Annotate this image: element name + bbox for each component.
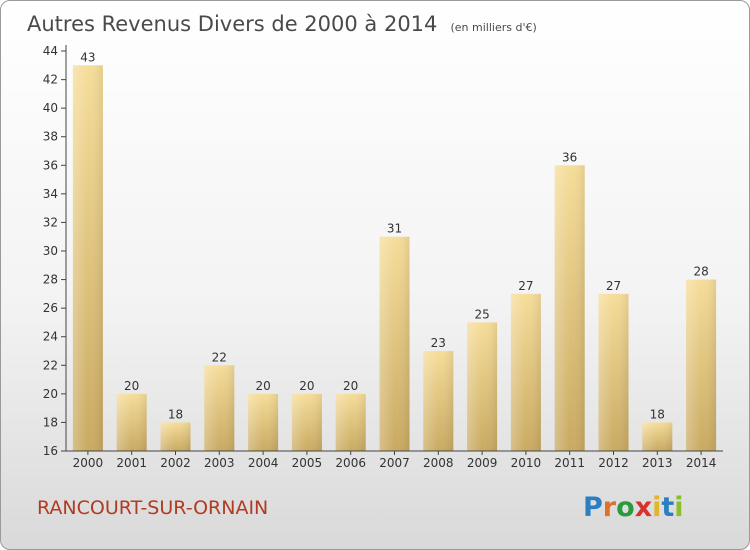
x-tick-label: 2013 bbox=[642, 456, 673, 470]
bar-highlight bbox=[642, 422, 673, 451]
bar-value-label: 22 bbox=[212, 350, 227, 364]
y-tick-label: 32 bbox=[43, 215, 58, 229]
bar-highlight bbox=[335, 393, 366, 451]
y-tick-label: 42 bbox=[43, 73, 58, 87]
x-tick-label: 2008 bbox=[423, 456, 454, 470]
bar-value-label: 25 bbox=[474, 307, 489, 321]
logo-letter: x bbox=[635, 492, 652, 523]
x-tick-label: 2010 bbox=[511, 456, 542, 470]
chart-title-main: Autres Revenus Divers de 2000 à 2014 bbox=[27, 12, 437, 36]
bar-value-label: 31 bbox=[387, 222, 402, 236]
x-tick-label: 2009 bbox=[467, 456, 498, 470]
bar-highlight bbox=[554, 165, 585, 452]
y-tick-label: 30 bbox=[43, 244, 58, 258]
bar-value-label: 27 bbox=[606, 279, 621, 293]
bar-value-label: 20 bbox=[124, 379, 139, 393]
y-tick-label: 18 bbox=[43, 415, 58, 429]
x-tick-label: 2002 bbox=[160, 456, 191, 470]
bar-value-label: 18 bbox=[650, 407, 665, 421]
y-tick-label: 20 bbox=[43, 387, 58, 401]
place-name: RANCOURT-SUR-ORNAIN bbox=[37, 497, 268, 519]
y-tick-label: 24 bbox=[43, 330, 58, 344]
bar-value-label: 23 bbox=[431, 336, 446, 350]
bar-highlight bbox=[510, 293, 541, 451]
y-axis: 16 18 20 22 24 26 28 30 32 34 36 38 40 42 44 bbox=[43, 44, 67, 458]
logo-letter: i bbox=[652, 492, 661, 523]
logo-letter: P bbox=[583, 492, 603, 523]
bar-highlight bbox=[423, 351, 454, 451]
chart-title: Autres Revenus Divers de 2000 à 2014 (en… bbox=[27, 12, 537, 36]
x-tick-label: 2000 bbox=[73, 456, 104, 470]
bar-highlight bbox=[598, 293, 629, 451]
x-tick-label: 2006 bbox=[335, 456, 366, 470]
y-tick-label: 16 bbox=[43, 444, 58, 458]
bar-value-label: 20 bbox=[255, 379, 270, 393]
logo-letter: r bbox=[603, 492, 617, 523]
bar-highlight bbox=[291, 393, 322, 451]
bars-group: 43 20 18 22 20 20 20 31 23 25 27 36 27 18 28 bbox=[72, 50, 717, 452]
x-tick-label: 2011 bbox=[554, 456, 585, 470]
bar-highlight bbox=[379, 236, 410, 451]
y-tick-label: 22 bbox=[43, 358, 58, 372]
bar-value-label: 36 bbox=[562, 150, 577, 164]
bar-value-label: 20 bbox=[343, 379, 358, 393]
bar-highlight bbox=[160, 422, 191, 451]
bar-highlight bbox=[72, 65, 103, 452]
proxiti-logo: Proxiti bbox=[583, 492, 684, 523]
x-tick-label: 2004 bbox=[248, 456, 279, 470]
x-tick-label: 2003 bbox=[204, 456, 235, 470]
chart-title-unit: (en milliers d'€) bbox=[451, 21, 537, 34]
x-tick-label: 2005 bbox=[292, 456, 323, 470]
x-tick-label: 2012 bbox=[598, 456, 629, 470]
y-tick-label: 36 bbox=[43, 158, 58, 172]
bar-highlight bbox=[248, 393, 279, 451]
x-tick-label: 2014 bbox=[686, 456, 717, 470]
logo-letter: o bbox=[616, 492, 635, 523]
y-tick-label: 34 bbox=[43, 187, 58, 201]
y-tick-label: 44 bbox=[43, 44, 58, 58]
bar-value-label: 27 bbox=[518, 279, 533, 293]
bar-highlight bbox=[116, 393, 147, 451]
y-tick-label: 38 bbox=[43, 130, 58, 144]
logo-letter: t bbox=[661, 492, 674, 523]
bar-highlight bbox=[204, 365, 235, 451]
bar-value-label: 28 bbox=[693, 265, 708, 279]
bar-highlight bbox=[686, 279, 717, 451]
bar-highlight bbox=[467, 322, 498, 451]
logo-letter: i bbox=[674, 492, 683, 523]
y-tick-label: 28 bbox=[43, 273, 58, 287]
y-tick-label: 40 bbox=[43, 101, 58, 115]
bar-value-label: 20 bbox=[299, 379, 314, 393]
bar-value-label: 43 bbox=[80, 50, 95, 64]
bar-value-label: 18 bbox=[168, 407, 183, 421]
x-tick-label: 2007 bbox=[379, 456, 410, 470]
x-axis: 2000 2001 2002 2003 2004 2005 2006 2007 2008 2009… bbox=[66, 450, 723, 470]
x-tick-label: 2001 bbox=[116, 456, 147, 470]
y-tick-label: 26 bbox=[43, 301, 58, 315]
